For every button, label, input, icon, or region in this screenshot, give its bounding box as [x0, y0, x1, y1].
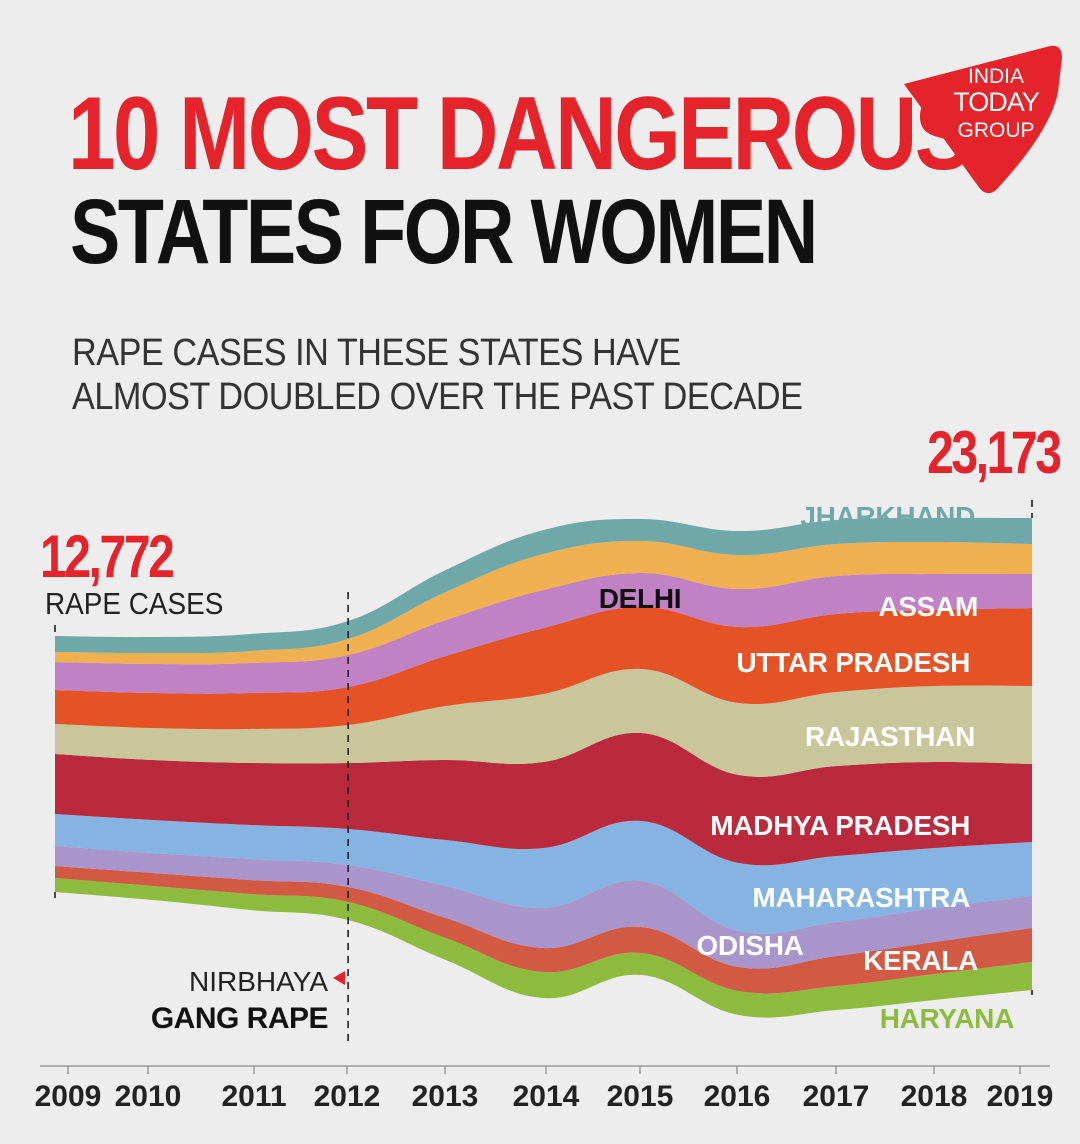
title-line-1: 10 MOST DANGEROUS: [68, 76, 972, 192]
title-line-2: STATES FOR WOMEN: [70, 181, 818, 283]
x-tick-label-2013: 2013: [412, 1080, 479, 1113]
stream-layer-maharashtra: [55, 814, 1032, 934]
x-tick-label-2010: 2010: [115, 1080, 182, 1113]
series-labels: HARYANA KERALA ODISHA MAHARASHTRA MADHYA PRA…: [599, 501, 1015, 1034]
x-tick-label-2016: 2016: [704, 1080, 771, 1113]
event-marker-arrow: [333, 971, 345, 985]
guide-lines: [54, 500, 1033, 1045]
stream-layer-madhya-pradesh: [55, 732, 1032, 866]
x-tick-label-2019: 2019: [987, 1080, 1054, 1113]
subtitle-line-2: ALMOST DOUBLED OVER THE PAST DECADE: [72, 376, 803, 418]
x-tick-label-2011: 2011: [221, 1080, 286, 1113]
series-label-rajasthan: RAJASTHAN: [805, 721, 975, 752]
x-tick-label-2015: 2015: [607, 1080, 674, 1113]
x-axis: 2009 2010 2011 2012 2013 2014 2015 2016 2017 2018…: [35, 1065, 1054, 1113]
logo-text-today: TODAY: [953, 87, 1040, 117]
stream-layer-delhi: [55, 540, 1032, 665]
stream-layers: [55, 517, 1032, 1018]
event-label-line-1: NIRBHAYA: [189, 966, 328, 997]
stream-layer-haryana: [55, 878, 1032, 1018]
series-label-madhya-pradesh: MADHYA PRADESH: [710, 810, 970, 841]
x-tick-label-2017: 2017: [803, 1080, 870, 1113]
series-label-uttar-pradesh: UTTAR PRADESH: [736, 647, 970, 678]
event-label-line-2: GANG RAPE: [150, 1002, 329, 1035]
series-label-maharashtra: MAHARASHTRA: [752, 882, 970, 913]
start-total-value: 12,772: [40, 523, 175, 590]
x-tick-label-2012: 2012: [314, 1080, 381, 1113]
stream-layer-kerala: [55, 866, 1032, 994]
stream-layer-assam: [55, 572, 1032, 694]
x-tick-label-2014: 2014: [513, 1080, 580, 1113]
logo-shape: [904, 45, 1062, 194]
subtitle-line-1: RAPE CASES IN THESE STATES HAVE: [72, 332, 681, 374]
x-tick-label-2009: 2009: [35, 1080, 102, 1113]
series-label-kerala: KERALA: [863, 945, 978, 976]
start-total-label: RAPE CASES: [45, 586, 224, 621]
logo-text-group: GROUP: [957, 119, 1035, 142]
india-today-group-logo: INDIA TODAY GROUP: [900, 40, 1066, 196]
series-label-assam: ASSAM: [878, 591, 978, 622]
end-total-value: 23,173: [927, 419, 1063, 486]
stream-layer-uttar-pradesh: [55, 606, 1032, 730]
series-label-haryana: HARYANA: [880, 1003, 1014, 1034]
series-label-jharkhand: JHARKHAND: [800, 501, 975, 532]
logo-text-india: INDIA: [967, 65, 1024, 88]
x-tick-label-2018: 2018: [901, 1080, 968, 1113]
series-label-delhi: DELHI: [599, 583, 682, 614]
series-label-odisha: ODISHA: [696, 930, 803, 961]
stream-layer-rajasthan: [55, 668, 1032, 777]
stream-layer-odisha: [55, 846, 1032, 969]
stream-layer-jharkhand: [55, 517, 1032, 654]
